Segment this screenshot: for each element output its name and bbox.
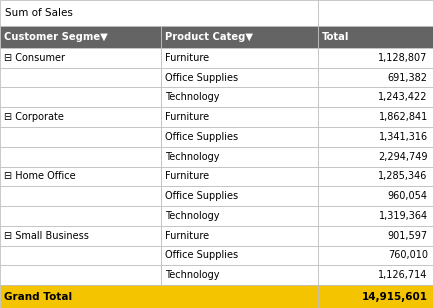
Text: Furniture: Furniture — [165, 171, 210, 181]
Bar — [0, 26, 161, 48]
Bar — [318, 226, 433, 245]
Text: 1,128,807: 1,128,807 — [378, 53, 428, 63]
Bar — [161, 186, 318, 206]
Text: Technology: Technology — [165, 270, 220, 280]
Bar — [161, 48, 318, 68]
Text: Office Supplies: Office Supplies — [165, 191, 239, 201]
Text: 14,915,601: 14,915,601 — [362, 292, 428, 302]
Bar — [318, 107, 433, 127]
Text: 1,862,841: 1,862,841 — [378, 112, 428, 122]
Bar — [0, 265, 161, 285]
Bar — [318, 186, 433, 206]
Text: Customer Segme▼: Customer Segme▼ — [4, 32, 108, 42]
Text: 1,285,346: 1,285,346 — [378, 171, 428, 181]
Text: 1,243,422: 1,243,422 — [378, 92, 428, 102]
Bar — [0, 48, 161, 68]
Text: 1,126,714: 1,126,714 — [378, 270, 428, 280]
Bar — [318, 206, 433, 226]
Bar — [318, 26, 433, 48]
Text: ⊟ Home Office: ⊟ Home Office — [4, 171, 76, 181]
Text: Product Categ▼: Product Categ▼ — [165, 32, 254, 42]
Bar — [161, 26, 318, 48]
Text: Grand Total: Grand Total — [4, 292, 72, 302]
Bar — [161, 87, 318, 107]
Bar — [161, 68, 318, 87]
Bar — [318, 147, 433, 167]
Text: 691,382: 691,382 — [388, 73, 428, 83]
Bar — [318, 0, 433, 26]
Bar — [0, 87, 161, 107]
Bar — [0, 245, 161, 265]
Text: Furniture: Furniture — [165, 231, 210, 241]
Text: Furniture: Furniture — [165, 112, 210, 122]
Bar — [0, 285, 318, 308]
Bar — [161, 206, 318, 226]
Bar — [0, 68, 161, 87]
Text: Office Supplies: Office Supplies — [165, 250, 239, 261]
Bar — [318, 285, 433, 308]
Text: Technology: Technology — [165, 152, 220, 162]
Bar — [318, 68, 433, 87]
Text: 1,341,316: 1,341,316 — [379, 132, 428, 142]
Text: 901,597: 901,597 — [388, 231, 428, 241]
Bar — [0, 107, 161, 127]
Text: 760,010: 760,010 — [388, 250, 428, 261]
Text: Sum of Sales: Sum of Sales — [5, 8, 73, 18]
Bar — [161, 167, 318, 186]
Text: Office Supplies: Office Supplies — [165, 132, 239, 142]
Text: 2,294,749: 2,294,749 — [378, 152, 428, 162]
Text: Total: Total — [322, 32, 349, 42]
Bar — [0, 206, 161, 226]
Bar — [318, 127, 433, 147]
Text: ⊟ Corporate: ⊟ Corporate — [4, 112, 64, 122]
Bar — [0, 186, 161, 206]
Text: ⊟ Small Business: ⊟ Small Business — [4, 231, 89, 241]
Bar — [161, 127, 318, 147]
Bar — [318, 265, 433, 285]
Bar — [0, 167, 161, 186]
Bar — [0, 147, 161, 167]
Bar — [161, 107, 318, 127]
Bar — [0, 0, 318, 26]
Bar — [161, 245, 318, 265]
Text: Furniture: Furniture — [165, 53, 210, 63]
Bar — [0, 127, 161, 147]
Bar — [161, 265, 318, 285]
Bar — [318, 48, 433, 68]
Text: Technology: Technology — [165, 211, 220, 221]
Bar — [161, 226, 318, 245]
Bar — [161, 147, 318, 167]
Bar — [0, 226, 161, 245]
Text: ⊟ Consumer: ⊟ Consumer — [4, 53, 65, 63]
Bar — [318, 245, 433, 265]
Text: Office Supplies: Office Supplies — [165, 73, 239, 83]
Text: 1,319,364: 1,319,364 — [379, 211, 428, 221]
Bar — [318, 87, 433, 107]
Bar — [318, 167, 433, 186]
Text: Technology: Technology — [165, 92, 220, 102]
Text: 960,054: 960,054 — [388, 191, 428, 201]
